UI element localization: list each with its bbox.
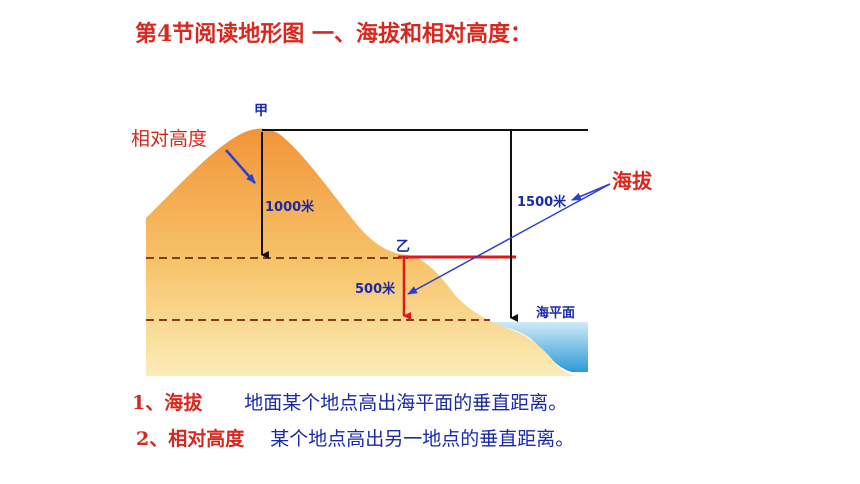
land-mass	[146, 128, 576, 376]
height-1000-label: 1000米	[265, 200, 315, 215]
definition-number: 2、	[136, 428, 169, 450]
definition-term: 海拔	[164, 392, 203, 414]
sea-level-label: 海平面	[536, 306, 576, 321]
altitude-pointer-long	[407, 183, 611, 295]
page-title: 第4节阅读地形图 一、海拔和相对高度：	[135, 21, 532, 47]
definition-altitude: 1、海拔 地面某个地点高出海平面的垂直距离。	[132, 388, 567, 415]
relative-height-label: 相对高度	[131, 128, 208, 150]
definition-number: 1、	[132, 392, 165, 414]
altitude-pointer-short	[571, 183, 611, 201]
definition-text: 某个地点高出另一地点的垂直距离。	[270, 428, 575, 450]
sea-area	[470, 322, 588, 372]
definition-relative-height: 2、相对高度 某个地点高出另一地点的垂直距离。	[136, 424, 574, 451]
altitude-label: 海拔	[612, 169, 652, 193]
definition-term: 相对高度	[168, 428, 245, 450]
height-500-label: 500米	[355, 282, 396, 297]
height-1500-label: 1500米	[517, 195, 567, 210]
definition-text: 地面某个地点高出海平面的垂直距离。	[244, 392, 568, 414]
point-jia-label: 甲	[254, 103, 268, 119]
point-yi-label: 乙	[396, 239, 410, 255]
relative-height-pointer	[225, 149, 256, 184]
